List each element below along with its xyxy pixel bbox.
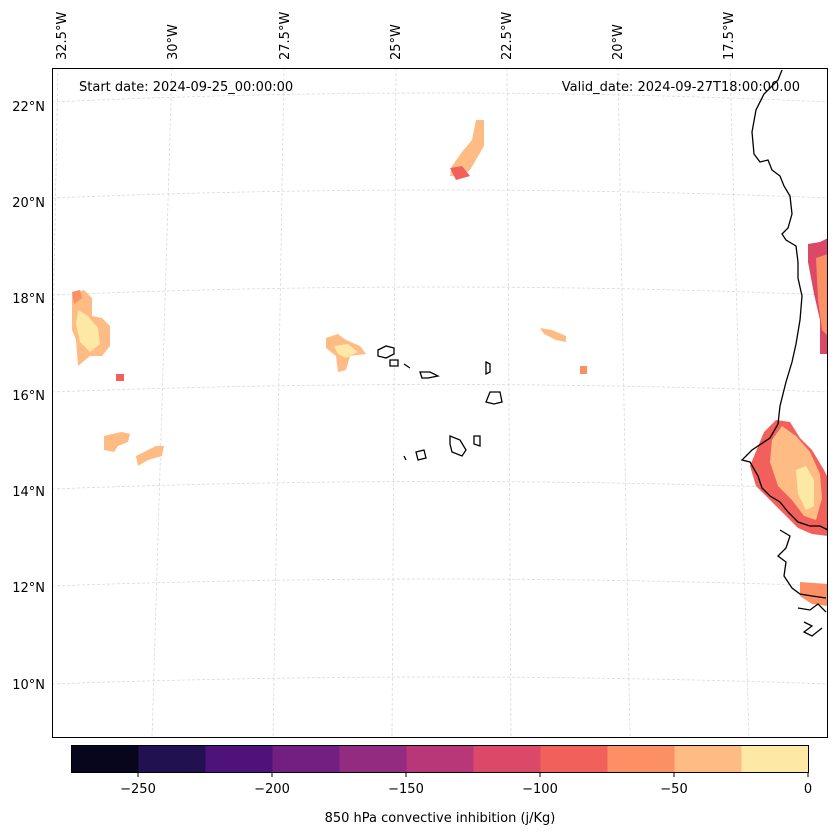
lon-label-32-5w: 32.5°W [55,12,70,60]
colorbar-swatch [540,745,609,773]
island-santiago [449,435,467,457]
contour-north-edge [450,166,470,180]
lon-label-25w: 25°W [389,24,404,60]
colorbar-frame [71,745,809,773]
colorbar: −250 −200 −150 −100 −50 0 850 hPa convec… [71,745,812,826]
valid-date-text: Valid_date: 2024-09-27T18:00:00.00 [562,80,800,95]
lat-label-18n: 18°N [12,292,45,307]
lon-label-30w: 30°W [166,24,181,60]
start-date-text: Start date: 2024-09-25_00:00:00 [79,80,293,95]
colorbar-swatch [272,745,341,773]
island-brava [403,455,407,461]
lat-label-10n: 10°N [12,678,45,693]
island-sao-vicente [389,359,399,367]
contour-west-inner [76,310,100,352]
colorbar-tick-label-0: 0 [804,782,812,797]
colorbar-title: 850 hPa convective inhibition (j/Kg) [325,811,556,826]
contour-north [450,120,484,176]
contour-west-dot [116,374,124,381]
island-fogo [415,449,427,461]
colorbar-tick-label-neg50: −50 [660,782,687,797]
latitude-labels: 22°N 20°N 18°N 16°N 14°N 12°N 10°N [12,100,45,693]
island-sal [485,360,491,376]
map-frame [52,68,828,738]
lat-label-22n: 22°N [12,100,45,115]
colorbar-swatch [674,745,743,773]
contour-sw-a [104,432,130,452]
contour-east-patch [540,328,566,342]
lon-label-27-5w: 27.5°W [278,12,293,60]
gridlines [52,68,828,738]
colorbar-swatch [406,745,475,773]
colorbar-tick-label-neg250: −250 [120,782,156,797]
colorbar-swatch [138,745,207,773]
contour-sw-b [136,446,164,466]
colorbar-tick-label-neg150: −150 [388,782,424,797]
lat-label-12n: 12°N [12,581,45,596]
longitude-labels: 32.5°W 30°W 27.5°W 25°W 22.5°W 20°W 17.5… [55,12,737,60]
colorbar-swatches [71,745,810,773]
colorbar-swatch [205,745,274,773]
lat-label-14n: 14°N [12,485,45,500]
colorbar-swatch [607,745,676,773]
island-sao-nicolau [419,371,440,379]
colorbar-swatch [339,745,408,773]
cin-contours [72,120,828,606]
colorbar-tick-label-neg200: −200 [254,782,290,797]
colorbar-swatch [71,745,140,773]
lon-label-20w: 20°W [611,24,626,60]
colorbar-swatch [473,745,542,773]
island-santa-luzia [403,363,411,369]
coastlines [377,69,828,637]
lat-label-16n: 16°N [12,389,45,404]
lon-label-17-5w: 17.5°W [722,12,737,60]
map-area [52,68,828,738]
colorbar-swatch [741,745,810,773]
colorbar-tick-label-neg100: −100 [522,782,558,797]
contour-south-patch [800,582,828,606]
contour-edge-top-inner [816,254,828,336]
contour-center-inner [334,344,358,358]
lat-label-20n: 20°N [12,196,45,211]
contour-west-edge [72,290,82,304]
island-maio [473,435,481,447]
contour-senegal-inner [796,466,814,510]
colorbar-ticks [137,772,809,777]
lon-label-22-5w: 22.5°W [500,12,515,60]
island-santo-antao [377,345,395,359]
island-boa-vista [485,391,503,405]
contour-east-dot [580,366,587,374]
coastline-africa [740,69,828,637]
